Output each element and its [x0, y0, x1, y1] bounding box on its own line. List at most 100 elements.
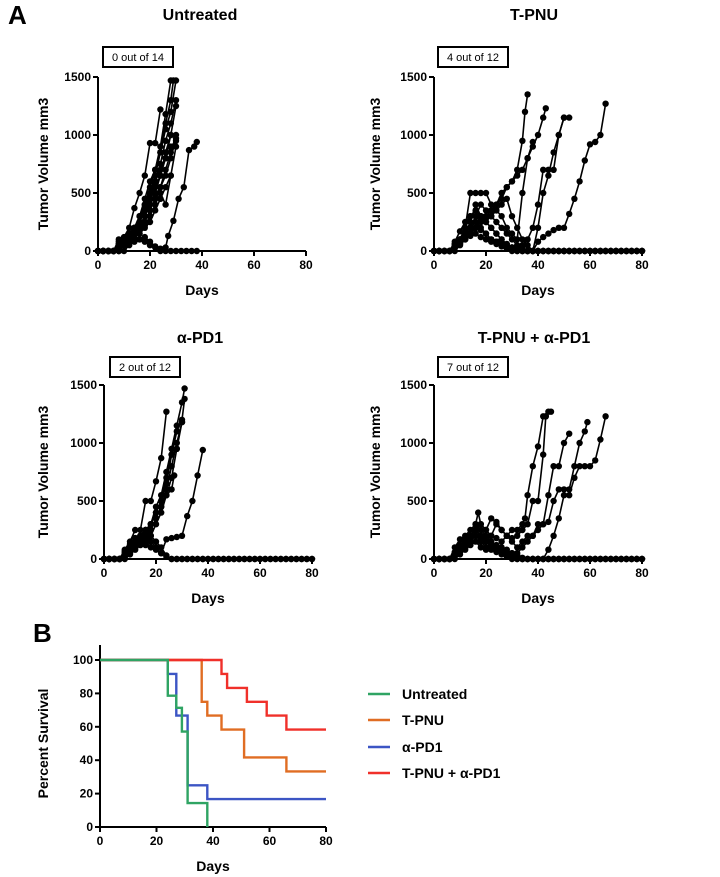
y-tick-label: 0: [84, 244, 91, 258]
tumor-panel-3: α-PD1 2 out of 12 0 20 40 60 80 0 500 1000 1500 Day…: [35, 330, 319, 606]
data-point: [498, 189, 505, 197]
data-point: [162, 247, 169, 255]
data-point: [225, 555, 232, 563]
data-point: [571, 247, 578, 255]
data-point: [519, 137, 526, 144]
data-point: [550, 166, 557, 173]
data-point: [472, 230, 479, 237]
data-point: [555, 224, 562, 231]
data-point: [529, 555, 536, 563]
data-point: [462, 236, 469, 243]
data-point: [550, 497, 557, 505]
data-point: [529, 463, 536, 470]
count-box: [437, 46, 509, 68]
data-point: [576, 439, 583, 447]
data-point: [178, 555, 186, 563]
data-point: [508, 551, 516, 558]
tumor-panel-2: T-PNU 4 out of 12 0 20 40 60 80 0 500 1000 1500 Day…: [367, 7, 649, 298]
data-point: [612, 247, 620, 255]
data-point: [545, 555, 552, 563]
data-point: [477, 544, 484, 551]
data-point: [581, 463, 588, 470]
data-point: [142, 497, 149, 505]
data-point: [534, 238, 542, 245]
data-point: [172, 77, 180, 84]
data-point: [194, 472, 201, 479]
data-point: [256, 555, 264, 563]
data-point: [560, 492, 568, 499]
data-point: [142, 526, 149, 534]
data-point: [482, 207, 490, 214]
data-point: [152, 201, 159, 208]
data-point: [503, 240, 510, 248]
data-point: [230, 555, 238, 563]
data-point: [586, 141, 594, 148]
data-point: [488, 515, 495, 522]
data-point: [571, 555, 578, 563]
data-point: [508, 247, 516, 255]
data-point: [540, 189, 547, 197]
survival-curve-t-pnu-pd1: [100, 658, 326, 731]
data-point: [456, 236, 464, 243]
mouse-series-10: [100, 526, 316, 563]
x-tick-label: 0: [431, 566, 438, 580]
data-point: [188, 247, 195, 255]
data-point: [183, 247, 190, 255]
data-point: [185, 146, 193, 154]
data-point: [524, 155, 531, 162]
panel-a-label: A: [8, 0, 27, 30]
data-point: [137, 538, 144, 545]
data-point: [547, 408, 555, 415]
data-point: [555, 486, 562, 493]
y-axis-label: Percent Survival: [35, 689, 51, 799]
data-point: [514, 172, 521, 179]
x-tick-label: 20: [143, 258, 157, 272]
data-point: [298, 555, 305, 563]
data-point: [446, 555, 453, 563]
data-point: [430, 555, 438, 563]
data-point: [493, 218, 500, 226]
data-point: [514, 236, 521, 243]
data-point: [482, 230, 490, 237]
data-point: [534, 201, 542, 208]
data-point: [172, 97, 180, 104]
data-point: [602, 247, 609, 255]
data-point: [555, 131, 562, 139]
data-point: [172, 102, 180, 110]
data-point: [488, 541, 495, 549]
data-point: [181, 395, 188, 403]
data-point: [141, 233, 148, 241]
data-point: [168, 486, 175, 493]
y-axis-label: Tumor Volume mm3: [35, 98, 51, 231]
data-point: [571, 474, 578, 481]
data-point: [550, 247, 557, 255]
y-tick-label: 500: [77, 494, 97, 508]
data-point: [131, 238, 138, 245]
data-point: [168, 451, 175, 458]
x-tick-label: 80: [635, 258, 649, 272]
data-point: [503, 184, 510, 191]
data-point: [508, 526, 516, 534]
legend-item: Untreated: [368, 686, 467, 702]
y-tick-label: 0: [86, 820, 93, 834]
data-point: [152, 166, 159, 173]
data-point: [136, 226, 143, 234]
data-point: [493, 230, 500, 237]
data-point: [545, 546, 552, 553]
data-point: [467, 526, 474, 534]
data-point: [157, 189, 164, 197]
data-point: [184, 555, 191, 563]
data-point: [534, 443, 542, 450]
data-point: [482, 538, 490, 545]
x-tick-label: 60: [583, 566, 597, 580]
data-point: [181, 385, 188, 392]
x-tick-label: 20: [479, 258, 493, 272]
data-point: [199, 555, 206, 563]
data-point: [167, 143, 174, 150]
data-point: [472, 224, 479, 231]
data-point: [602, 555, 609, 563]
data-point: [441, 247, 448, 255]
data-point: [602, 100, 609, 107]
data-point: [472, 207, 479, 214]
data-point: [524, 91, 531, 98]
